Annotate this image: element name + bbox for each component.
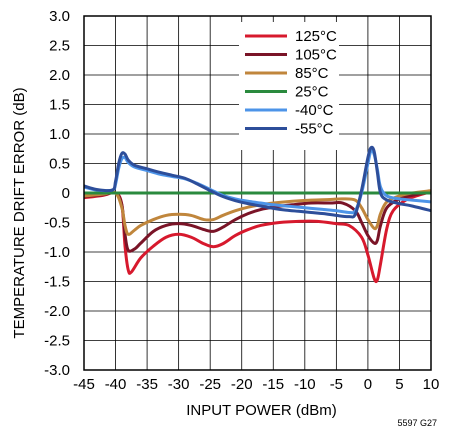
y-tick-label: 2.5 [49,38,70,55]
series-line-minus55c [84,145,431,219]
x-tick-label: -15 [262,376,284,393]
legend-label-25c: 25°C [295,84,329,101]
legend-label-125c: 125°C [295,28,337,45]
x-tick-label: 5 [395,376,403,393]
legend-label-minus55c: -55°C [295,121,334,138]
x-tick-label: -5 [330,376,343,393]
x-tick-label: -40 [105,376,127,393]
x-tick-label: -20 [231,376,253,393]
figure-id: 5597 G27 [397,418,437,428]
y-tick-label: 3.0 [49,8,70,25]
legend-label-minus40c: -40°C [295,102,334,119]
legend-label-105c: 105°C [295,47,337,64]
y-tick-labels: 3.0 2.5 2.0 1.5 1.0 0.5 0 -0.5 -1.0 -1.5 -2.0 -2.5 -… [44,8,70,379]
x-tick-label: 0 [364,376,372,393]
legend-label-85c: 85°C [295,65,329,82]
series-line-105c [84,190,431,253]
plot-frame [83,15,432,371]
y-tick-label: -1.5 [44,274,70,291]
y-tick-label: -0.5 [44,215,70,232]
legend: 125°C 105°C85°C 25°C-40°C -55°C [239,22,339,150]
y-tick-label: 1.5 [49,97,70,114]
y-tick-label: -1.0 [44,244,70,261]
y-tick-label: -3.0 [44,362,70,379]
series-line-125c [84,190,431,284]
y-tick-label: -2.5 [44,333,70,350]
x-tick-label: -30 [168,376,190,393]
x-tick-label: -25 [199,376,221,393]
y-tick-label: -2.0 [44,303,70,320]
x-tick-label: 10 [423,376,440,393]
y-tick-label: 2.0 [49,67,70,84]
x-tick-label: -35 [136,376,158,393]
x-tick-label: -45 [73,376,95,393]
x-axis-title: INPUT POWER (dBm) [186,402,337,419]
y-tick-label: 0.5 [49,156,70,173]
y-tick-label: 0 [62,185,70,202]
series-layer [84,145,431,284]
x-tick-labels: -45 -40 -35 -30 -25 -20 -15 -10 -5 0 5 10 [73,376,439,393]
y-axis-title: TEMPERATURE DRIFT ERROR (dB) [11,87,28,338]
series-line-85c [84,189,431,236]
x-tick-label: -10 [294,376,316,393]
y-tick-label: 1.0 [49,126,70,143]
